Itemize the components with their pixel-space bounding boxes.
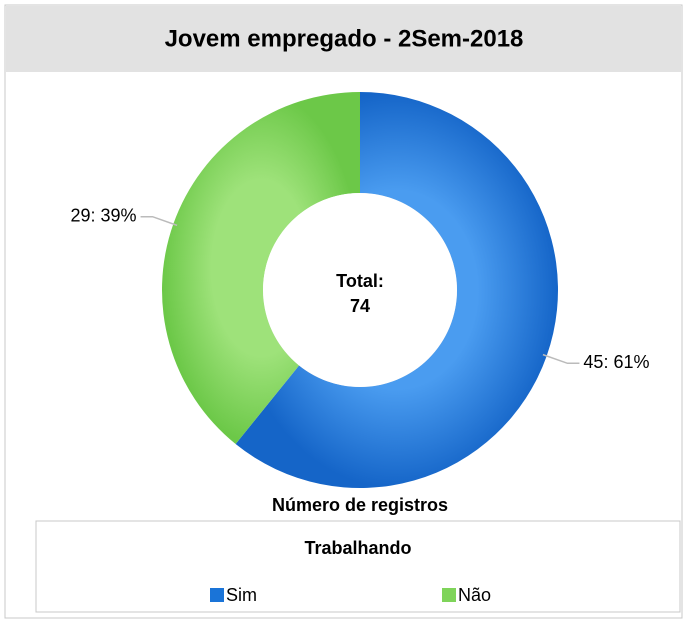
- center-label: Total:: [336, 271, 384, 291]
- legend-label: Sim: [226, 585, 257, 605]
- x-axis-label: Número de registros: [272, 495, 448, 515]
- legend-title: Trabalhando: [304, 538, 411, 558]
- legend-box: [35, 520, 681, 613]
- leader-line: [542, 353, 580, 365]
- legend-swatch: [442, 588, 456, 602]
- leader-line: [140, 215, 178, 227]
- data-label: 29: 39%: [71, 205, 137, 225]
- legend-swatch: [210, 588, 224, 602]
- title-bar: [6, 6, 681, 72]
- slice: [235, 92, 559, 489]
- center-total: 74: [350, 296, 370, 316]
- slice: [162, 92, 360, 445]
- donut-hole: [263, 193, 457, 387]
- chart-title: Jovem empregado - 2Sem-2018: [165, 25, 524, 52]
- legend-label: Não: [458, 585, 491, 605]
- data-label: 45: 61%: [583, 352, 649, 372]
